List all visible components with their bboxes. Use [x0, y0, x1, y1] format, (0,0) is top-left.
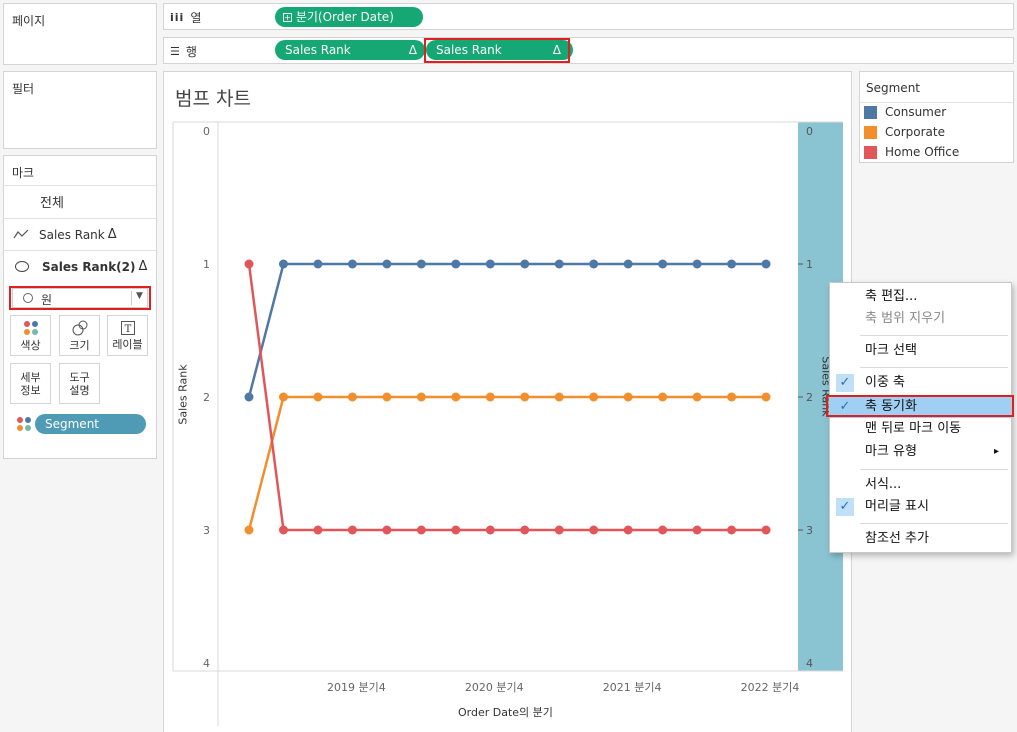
dropdown-divider: [131, 291, 132, 305]
submenu-arrow-icon: ▸: [993, 446, 999, 457]
menu-separator: [860, 523, 1008, 524]
menu-dual-axis-label: 이중 축: [865, 375, 906, 390]
expand-icon: +: [283, 13, 292, 22]
label-label: 레이블: [112, 338, 143, 351]
chevron-down-icon: ▼: [136, 291, 143, 301]
delta-icon: Δ: [408, 43, 417, 57]
line-mark-icon: [13, 228, 31, 242]
menu-mark-type[interactable]: 마크 유형 ▸: [830, 441, 1011, 463]
mark-type-value: 원: [41, 293, 53, 307]
detail-button[interactable]: 세부 정보: [10, 363, 51, 404]
columns-pill[interactable]: + 분기(Order Date): [275, 7, 423, 27]
size-label: 크기: [69, 339, 90, 352]
menu-show-header-label: 머리글 표시: [865, 499, 929, 514]
rows-pill-2[interactable]: Sales Rank Δ: [426, 40, 573, 60]
color-button[interactable]: 색상: [10, 315, 51, 356]
pages-title: 페이지: [12, 14, 46, 28]
menu-move-marks-to-back[interactable]: 맨 뒤로 마크 이동: [865, 421, 962, 436]
legend-item-corporate[interactable]: Corporate: [864, 125, 945, 139]
x-axis-title: Order Date의 분기: [458, 706, 553, 719]
mark-type-dropdown[interactable]: 원 ▼: [12, 288, 148, 308]
label-button[interactable]: T 레이블: [107, 315, 148, 356]
tooltip-label-line1: 도구: [69, 371, 90, 384]
columns-label: 열: [190, 11, 202, 25]
delta-icon: Δ: [138, 259, 148, 274]
legend-item-label: Corporate: [885, 125, 945, 139]
menu-separator: [860, 335, 1008, 336]
menu-synchronize-axis[interactable]: ✓ 축 동기화: [830, 396, 1011, 418]
detail-label-line2: 정보: [20, 384, 41, 397]
legend-title: Segment: [866, 81, 920, 95]
menu-show-header[interactable]: ✓ 머리글 표시: [830, 496, 1011, 518]
y-axis-title: Sales Rank: [176, 364, 190, 425]
marks-layer1-tab[interactable]: Sales Rank Δ: [3, 218, 156, 250]
check-icon: ✓: [836, 374, 854, 392]
circle-icon: [23, 293, 33, 303]
marks-layer2-label: Sales Rank(2): [42, 259, 136, 274]
segment-pill[interactable]: Segment: [35, 414, 146, 434]
check-icon: ✓: [839, 399, 851, 414]
menu-format[interactable]: 서식...: [865, 477, 902, 492]
columns-pill-label: 분기(Order Date): [295, 10, 394, 24]
legend-item-label: Consumer: [885, 105, 947, 119]
rows-label: 행: [185, 45, 197, 59]
color-icon: [23, 321, 38, 335]
menu-edit-axis[interactable]: 축 편집...: [865, 289, 918, 304]
color-encoding-icon: [17, 417, 31, 431]
chart-view: [163, 71, 852, 732]
marks-all-tab[interactable]: 전체: [3, 185, 156, 217]
menu-dual-axis[interactable]: ✓ 이중 축: [830, 372, 1011, 394]
filters-title: 필터: [12, 82, 35, 96]
rows-pill-2-highlight: [424, 38, 570, 63]
size-icon: [72, 320, 87, 336]
consumer-swatch: [864, 105, 877, 119]
filters-panel[interactable]: 필터: [3, 71, 157, 149]
delta-icon: Δ: [552, 43, 561, 57]
legend-divider: [860, 102, 1013, 103]
tooltip-label-line2: 설명: [69, 384, 90, 397]
text-label-icon: T: [120, 321, 135, 335]
color-label: 색상: [20, 339, 41, 352]
marks-layer1-label: Sales Rank: [39, 227, 105, 242]
rows-icon: ☰: [170, 45, 180, 58]
segment-legend: Segment Consumer Corporate Home Office: [859, 71, 1014, 163]
corporate-swatch: [864, 125, 877, 139]
marks-layer2-tab[interactable]: Sales Rank(2) Δ: [3, 250, 156, 282]
size-button[interactable]: 크기: [59, 315, 100, 356]
columns-icon: iii: [170, 11, 185, 24]
rows-pill-1-label: Sales Rank: [285, 43, 351, 57]
menu-mark-type-label: 마크 유형: [865, 444, 917, 459]
menu-separator: [860, 367, 1008, 368]
home-office-swatch: [864, 145, 877, 159]
menu-synchronize-axis-label: 축 동기화: [865, 399, 917, 414]
menu-add-reference-line[interactable]: 참조선 추가: [865, 531, 929, 546]
mark-type-highlight: [9, 286, 151, 310]
legend-item-consumer[interactable]: Consumer: [864, 105, 946, 119]
chart-title: 범프 차트: [175, 88, 251, 110]
marks-title: 마크: [12, 166, 35, 180]
legend-item-label: Home Office: [885, 145, 960, 159]
menu-clear-axis-range[interactable]: 축 범위 지우기: [865, 311, 946, 326]
rows-pill-2-label: Sales Rank: [436, 43, 502, 57]
svg-text:T: T: [124, 324, 131, 335]
tooltip-button[interactable]: 도구 설명: [59, 363, 100, 404]
check-icon: ✓: [836, 498, 854, 516]
menu-select-marks[interactable]: 마크 선택: [865, 343, 917, 358]
legend-item-home-office[interactable]: Home Office: [864, 145, 959, 159]
synchronize-axis-highlight: [826, 395, 1014, 417]
axis-context-menu: 축 편집... 축 범위 지우기 마크 선택 ✓ 이중 축 ✓ 축 동기화 맨 …: [829, 282, 1012, 553]
rows-pill-1[interactable]: Sales Rank Δ: [275, 40, 425, 60]
detail-label-line1: 세부: [20, 371, 41, 384]
pages-panel: 페이지: [3, 3, 157, 65]
circle-mark-icon: [15, 261, 29, 272]
delta-icon: Δ: [107, 227, 117, 242]
marks-all-label: 전체: [40, 196, 64, 211]
menu-separator: [860, 469, 1008, 470]
